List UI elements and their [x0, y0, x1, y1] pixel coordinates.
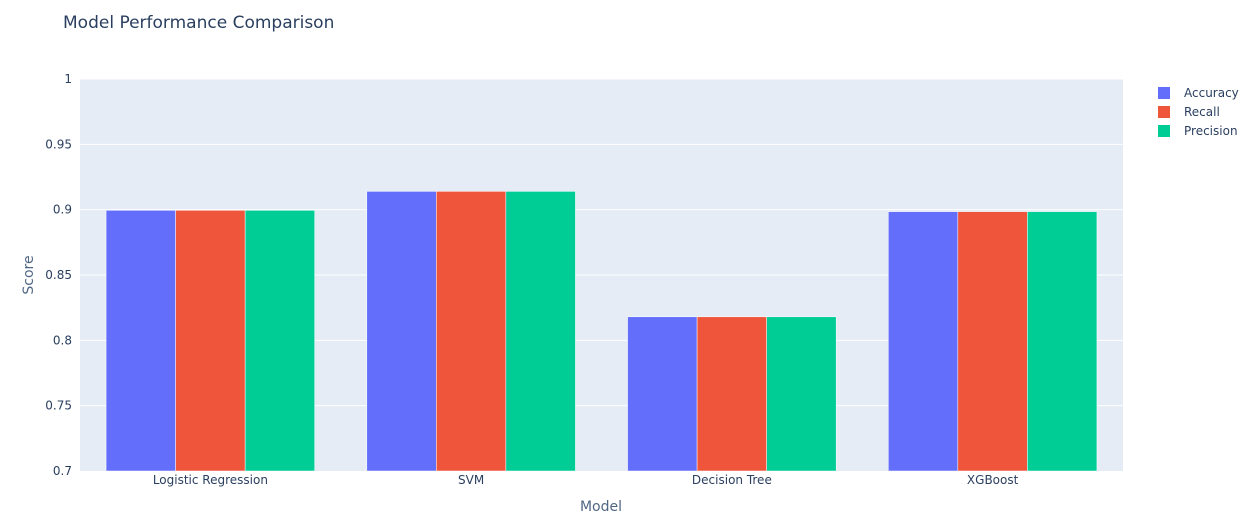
y-tick-label: 0.85	[45, 268, 72, 282]
legend: Accuracy Recall Precision	[1158, 86, 1239, 138]
legend-swatch	[1158, 125, 1170, 137]
bar-precision-0	[244, 210, 315, 472]
y-tick-label: 0.9	[53, 203, 72, 217]
x-tick-label: Decision Tree	[692, 473, 772, 487]
y-axis-title: Score	[21, 255, 37, 294]
bar-recall-0	[175, 210, 246, 472]
x-tick-label: Logistic Regression	[153, 473, 268, 487]
bar-recall-1	[436, 191, 507, 472]
y-axis-ticks: 0.7 0.75 0.8 0.85 0.9 0.95 1	[45, 72, 72, 478]
x-axis-title: Model	[580, 499, 622, 515]
bar-recall-3	[957, 211, 1028, 472]
chart-title: Model Performance Comparison	[63, 13, 334, 33]
legend-item-recall[interactable]: Recall	[1158, 105, 1220, 119]
y-tick-label: 1	[64, 72, 72, 86]
legend-item-accuracy[interactable]: Accuracy	[1158, 86, 1239, 100]
bar-accuracy-3	[888, 211, 959, 472]
legend-item-precision[interactable]: Precision	[1158, 124, 1238, 138]
x-tick-label: XGBoost	[967, 473, 1019, 487]
y-tick-label: 0.8	[53, 333, 72, 347]
bar-accuracy-0	[105, 210, 176, 472]
y-tick-label: 0.7	[53, 464, 72, 478]
legend-label: Recall	[1184, 105, 1220, 119]
y-tick-label: 0.95	[45, 137, 72, 151]
bar-recall-2	[696, 316, 767, 472]
bars	[105, 191, 1098, 472]
legend-swatch	[1158, 87, 1170, 99]
bar-precision-3	[1027, 211, 1098, 472]
y-tick-label: 0.75	[45, 399, 72, 413]
bar-accuracy-2	[627, 316, 698, 472]
legend-label: Precision	[1184, 124, 1238, 138]
legend-label: Accuracy	[1184, 86, 1239, 100]
x-tick-label: SVM	[458, 473, 484, 487]
bar-accuracy-1	[366, 191, 437, 472]
legend-swatch	[1158, 106, 1170, 118]
bar-precision-2	[766, 316, 837, 472]
x-axis-ticks: Logistic Regression SVM Decision Tree XGBoo…	[153, 473, 1019, 487]
bar-precision-1	[505, 191, 576, 472]
